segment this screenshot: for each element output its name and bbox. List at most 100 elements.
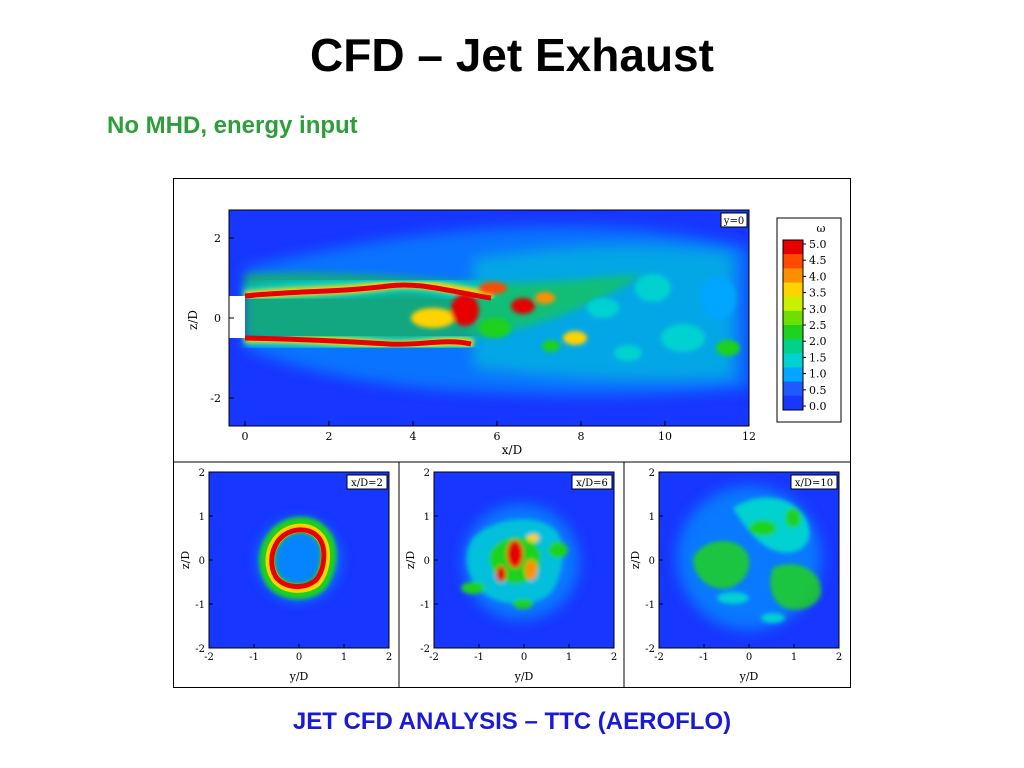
cross-section-ytick-label: 0 bbox=[649, 556, 655, 567]
xd6-ticks: -2 -1 0 1 2 2 1 0 -1 -2 bbox=[420, 468, 617, 663]
cross-section-ytick-label: 2 bbox=[199, 468, 205, 479]
cross-section-xtick-label: -2 bbox=[654, 652, 664, 663]
xd10-tag-box bbox=[790, 474, 838, 490]
cross-section-xtick-label: -1 bbox=[474, 652, 484, 663]
side-view-ytick-label: -2 bbox=[210, 392, 221, 405]
upper-shear-layer bbox=[244, 282, 492, 301]
colorbar-swatch bbox=[783, 339, 803, 354]
cross-section-ytick-label: 1 bbox=[199, 512, 205, 523]
side-view-ylabel: z/D bbox=[186, 310, 200, 330]
side-view-xlabel: x/D bbox=[502, 443, 522, 457]
colorbar-swatch bbox=[783, 282, 803, 298]
cross-section-ytick-label: -1 bbox=[645, 600, 655, 611]
slide-title: CFD – Jet Exhaust bbox=[310, 29, 714, 81]
cross-section-xtick-label: 2 bbox=[836, 652, 842, 663]
cross-section-ytick-label: -2 bbox=[195, 644, 205, 655]
xd6-tag-box bbox=[571, 474, 613, 490]
side-view-plot: y=0 bbox=[228, 209, 750, 427]
side-view-tag: y=0 bbox=[723, 216, 744, 227]
side-view-xtick-label: 2 bbox=[326, 430, 333, 443]
xd6-ylabel: z/D bbox=[404, 551, 417, 570]
cross-section-xtick-label: -1 bbox=[699, 652, 709, 663]
colorbar-swatch bbox=[783, 268, 803, 283]
cross-section-ytick-label: 0 bbox=[199, 556, 205, 567]
xd10-tag: x/D=10 bbox=[795, 478, 833, 489]
cross-section-ytick-label: -1 bbox=[195, 600, 205, 611]
slide-caption: JET CFD ANALYSIS – TTC (AEROFLO) bbox=[292, 708, 732, 735]
cross-section-xtick-label: 1 bbox=[566, 652, 572, 663]
cross-section-ytick-label: 1 bbox=[649, 512, 655, 523]
colorbar-symbol: ω bbox=[817, 222, 826, 235]
nozzle-exit bbox=[229, 296, 245, 338]
side-view-xtick-label: 12 bbox=[742, 430, 756, 443]
colorbar-swatch bbox=[783, 296, 803, 312]
side-view-ytick-label: 2 bbox=[214, 232, 221, 245]
colorbar-swatch bbox=[783, 254, 803, 269]
colorbar-swatch bbox=[783, 353, 803, 368]
cross-section-xtick-label: 1 bbox=[791, 652, 797, 663]
colorbar-tick-label: 2.5 bbox=[809, 319, 827, 332]
side-view-xtick-label: 8 bbox=[578, 430, 585, 443]
colorbar-ticks: 5.0 4.5 4.0 3.5 3.0 2.5 2.0 1.5 1.0 0.5 0.0 bbox=[803, 238, 827, 413]
side-view-xtick-label: 10 bbox=[658, 430, 672, 443]
cross-section-xtick-label: 0 bbox=[746, 652, 752, 663]
cross-section-ytick-label: 0 bbox=[424, 556, 430, 567]
colorbar-swatch bbox=[783, 325, 803, 340]
xd10-eddies bbox=[693, 497, 822, 623]
side-view-xtick-label: 6 bbox=[494, 430, 501, 443]
cross-section-xtick-label: -1 bbox=[249, 652, 259, 663]
slide-subtitle: No MHD, energy input bbox=[107, 112, 358, 139]
colorbar-swatch bbox=[783, 395, 803, 411]
vortex-blobs bbox=[411, 274, 740, 361]
cross-section-xd6: x/D=6 bbox=[433, 471, 615, 649]
colorbar-tick-label: 4.5 bbox=[809, 254, 827, 267]
xd2-ylabel: z/D bbox=[179, 551, 192, 570]
cross-section-xtick-label: -2 bbox=[429, 652, 439, 663]
colorbar-tick-label: 2.0 bbox=[809, 335, 827, 348]
colorbar-tick-label: 0.0 bbox=[809, 400, 827, 413]
cross-section-xtick-label: 1 bbox=[341, 652, 347, 663]
xd2-xlabel: y/D bbox=[289, 670, 309, 683]
side-view-ticks: 0 2 4 6 8 10 12 2 0 -2 bbox=[210, 232, 756, 443]
cfd-figure: y=0 0 2 4 6 8 10 12 2 0 -2 x/D z/D ω 5.0 4.5 4.0 3.5… bbox=[173, 178, 851, 688]
xd2-tag: x/D=2 bbox=[351, 478, 383, 489]
colorbar-tick-label: 5.0 bbox=[809, 238, 827, 251]
cross-section-ytick-label: -2 bbox=[645, 644, 655, 655]
cross-section-ytick-label: 1 bbox=[424, 512, 430, 523]
xd10-xlabel: y/D bbox=[739, 670, 759, 683]
xd2-ticks: -2 -1 0 1 2 2 1 0 -1 -2 bbox=[195, 468, 392, 663]
colorbar-tick-label: 3.0 bbox=[809, 303, 827, 316]
cross-section-xd10: x/D=10 bbox=[658, 471, 840, 649]
xd2-tag-box bbox=[346, 474, 388, 490]
xd6-tag: x/D=6 bbox=[576, 478, 608, 489]
side-view-ytick-label: 0 bbox=[214, 312, 221, 325]
cross-section-ytick-label: 2 bbox=[649, 468, 655, 479]
side-view-tag-box bbox=[720, 212, 748, 228]
colorbar-swatch bbox=[783, 381, 803, 397]
lower-shear-layer bbox=[244, 335, 472, 347]
xd10-ylabel: z/D bbox=[629, 551, 642, 570]
side-view-xtick-label: 4 bbox=[410, 430, 417, 443]
cross-section-xtick-label: 0 bbox=[296, 652, 302, 663]
colorbar-swatch bbox=[783, 310, 803, 326]
xd6-eddies bbox=[461, 519, 568, 609]
xd10-ticks: -2 -1 0 1 2 2 1 0 -1 -2 bbox=[645, 468, 842, 663]
colorbar-swatches bbox=[782, 239, 804, 411]
colorbar-tick-label: 0.5 bbox=[809, 384, 827, 397]
colorbar-swatch bbox=[783, 240, 803, 255]
cross-section-xd2: x/D=2 bbox=[208, 471, 390, 649]
xd2-ring bbox=[269, 527, 327, 589]
colorbar-swatch bbox=[783, 367, 803, 383]
colorbar-tick-label: 1.0 bbox=[809, 368, 827, 381]
cross-section-xtick-label: -2 bbox=[204, 652, 214, 663]
colorbar-tick-label: 1.5 bbox=[809, 351, 827, 364]
colorbar-tick-label: 4.0 bbox=[809, 270, 827, 283]
colorbar-legend: ω 5.0 4.5 4.0 3.5 3.0 2.5 2.0 1.5 1.0 0.5 0.0 bbox=[776, 217, 842, 423]
colorbar-tick-label: 3.5 bbox=[809, 287, 827, 300]
cross-section-xtick-label: 0 bbox=[521, 652, 527, 663]
xd6-xlabel: y/D bbox=[514, 670, 534, 683]
cross-section-xtick-label: 2 bbox=[611, 652, 617, 663]
cross-section-xtick-label: 2 bbox=[386, 652, 392, 663]
cross-section-ytick-label: 2 bbox=[424, 468, 430, 479]
